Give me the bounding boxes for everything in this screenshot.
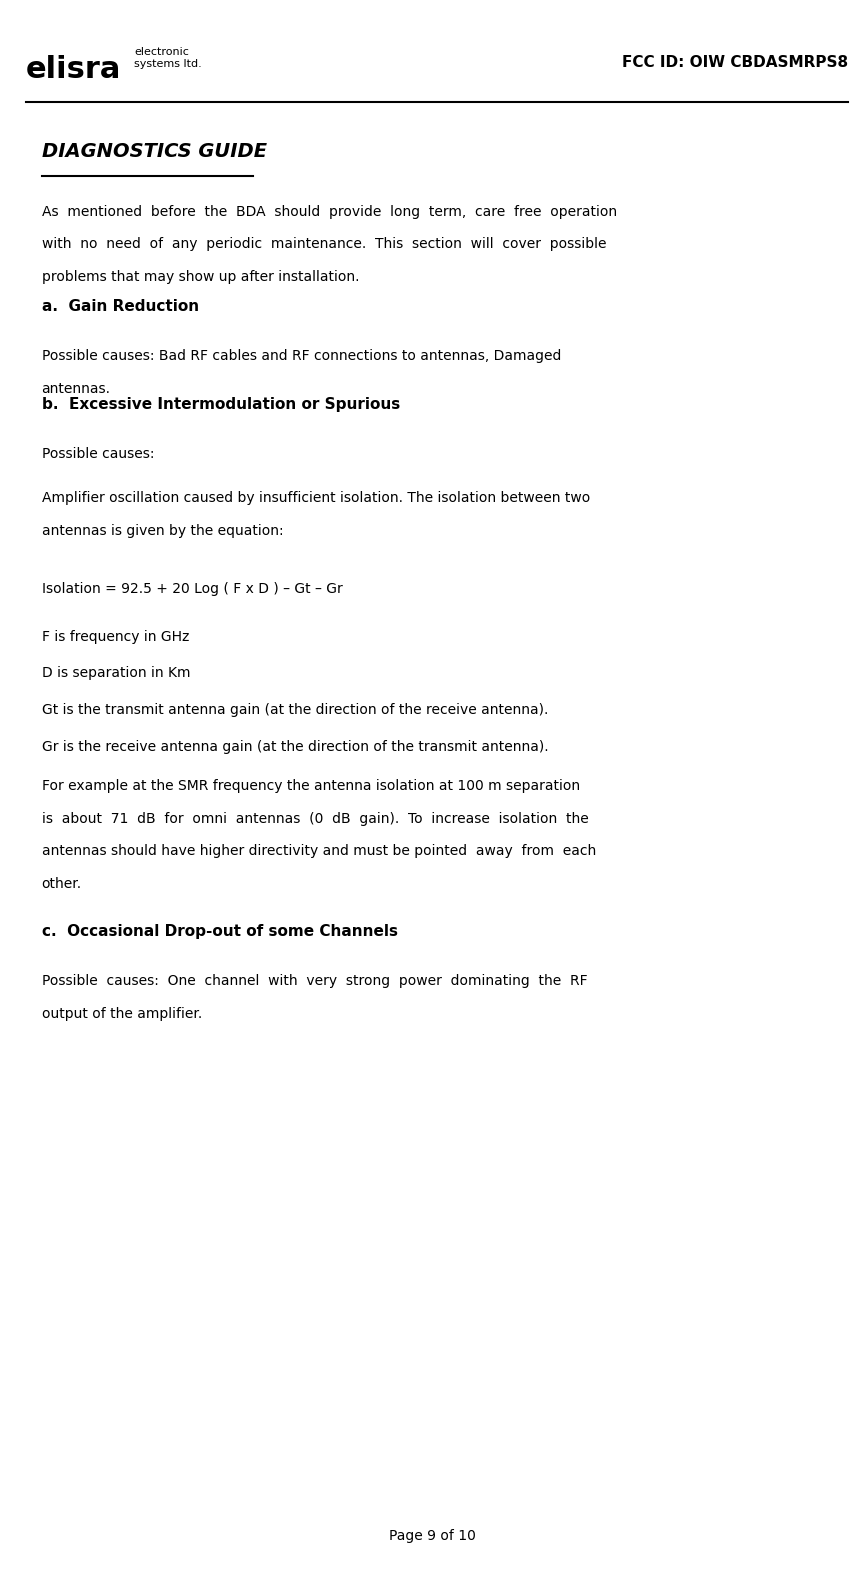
Text: output of the amplifier.: output of the amplifier. bbox=[42, 1007, 202, 1022]
Text: Amplifier oscillation caused by insufficient isolation. The isolation between tw: Amplifier oscillation caused by insuffic… bbox=[42, 491, 590, 505]
Text: other.: other. bbox=[42, 877, 81, 891]
Text: FCC ID: OIW CBDASMRPS8: FCC ID: OIW CBDASMRPS8 bbox=[622, 55, 848, 71]
Text: c.  Occasional Drop-out of some Channels: c. Occasional Drop-out of some Channels bbox=[42, 924, 398, 940]
Text: Isolation = 92.5 + 20 Log ( F x D ) – Gt – Gr: Isolation = 92.5 + 20 Log ( F x D ) – Gt… bbox=[42, 582, 343, 597]
Text: antennas should have higher directivity and must be pointed  away  from  each: antennas should have higher directivity … bbox=[42, 844, 596, 858]
Text: Possible causes:: Possible causes: bbox=[42, 447, 154, 461]
Text: electronic
systems ltd.: electronic systems ltd. bbox=[134, 47, 202, 69]
Text: with  no  need  of  any  periodic  maintenance.  This  section  will  cover  pos: with no need of any periodic maintenance… bbox=[42, 238, 606, 252]
Text: F is frequency in GHz: F is frequency in GHz bbox=[42, 630, 189, 644]
Text: Gr is the receive antenna gain (at the direction of the transmit antenna).: Gr is the receive antenna gain (at the d… bbox=[42, 740, 548, 754]
Text: Possible  causes:  One  channel  with  very  strong  power  dominating  the  RF: Possible causes: One channel with very s… bbox=[42, 974, 587, 988]
Text: elisra: elisra bbox=[26, 55, 121, 83]
Text: b.  Excessive Intermodulation or Spurious: b. Excessive Intermodulation or Spurious bbox=[42, 397, 400, 412]
Text: Possible causes: Bad RF cables and RF connections to antennas, Damaged: Possible causes: Bad RF cables and RF co… bbox=[42, 349, 561, 364]
Text: is  about  71  dB  for  omni  antennas  (0  dB  gain).  To  increase  isolation : is about 71 dB for omni antennas (0 dB g… bbox=[42, 812, 588, 826]
Text: Gt is the transmit antenna gain (at the direction of the receive antenna).: Gt is the transmit antenna gain (at the … bbox=[42, 704, 548, 718]
Text: As  mentioned  before  the  BDA  should  provide  long  term,  care  free  opera: As mentioned before the BDA should provi… bbox=[42, 205, 617, 219]
Text: antennas is given by the equation:: antennas is given by the equation: bbox=[42, 524, 283, 538]
Text: DIAGNOSTICS GUIDE: DIAGNOSTICS GUIDE bbox=[42, 142, 266, 161]
Text: antennas.: antennas. bbox=[42, 382, 111, 397]
Text: problems that may show up after installation.: problems that may show up after installa… bbox=[42, 269, 359, 283]
Text: a.  Gain Reduction: a. Gain Reduction bbox=[42, 299, 199, 315]
Text: D is separation in Km: D is separation in Km bbox=[42, 666, 190, 680]
Text: For example at the SMR frequency the antenna isolation at 100 m separation: For example at the SMR frequency the ant… bbox=[42, 779, 580, 793]
Text: Page 9 of 10: Page 9 of 10 bbox=[389, 1528, 476, 1543]
